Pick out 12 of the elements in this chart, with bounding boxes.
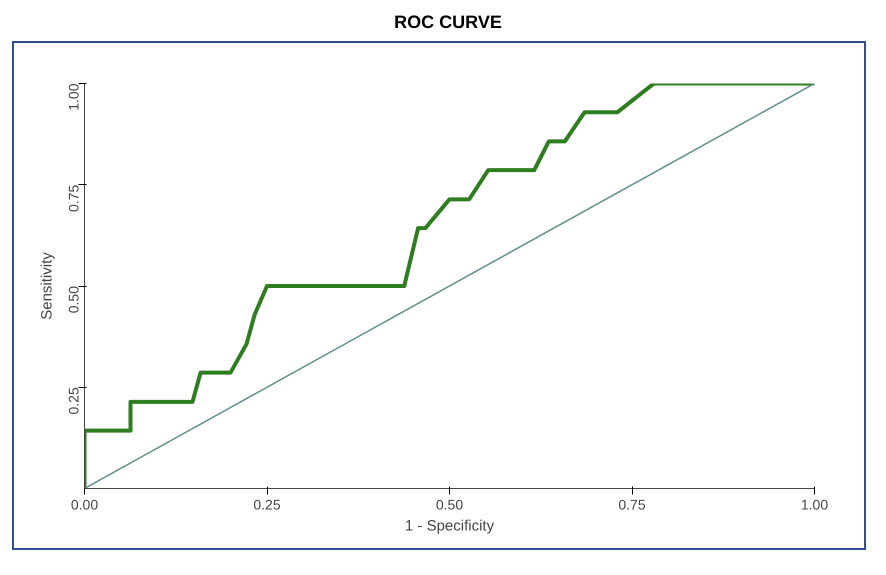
- y-tick-label: 0.75: [66, 184, 82, 212]
- y-axis-title: Sensitivity: [38, 251, 56, 320]
- y-tick-label: 0.25: [66, 386, 82, 414]
- x-tick-label: 0.00: [70, 496, 98, 512]
- x-axis-title: 1 - Specificity: [404, 517, 495, 534]
- x-tick-label: 1.00: [800, 496, 828, 512]
- x-tick-label: 0.75: [618, 496, 646, 512]
- chart-title: ROC CURVE: [394, 11, 502, 34]
- x-tick-label: 0.50: [436, 496, 464, 512]
- y-tick-label: 1.00: [66, 82, 82, 110]
- y-tick-label: 0.50: [66, 285, 82, 313]
- x-tick-label: 0.25: [253, 496, 281, 512]
